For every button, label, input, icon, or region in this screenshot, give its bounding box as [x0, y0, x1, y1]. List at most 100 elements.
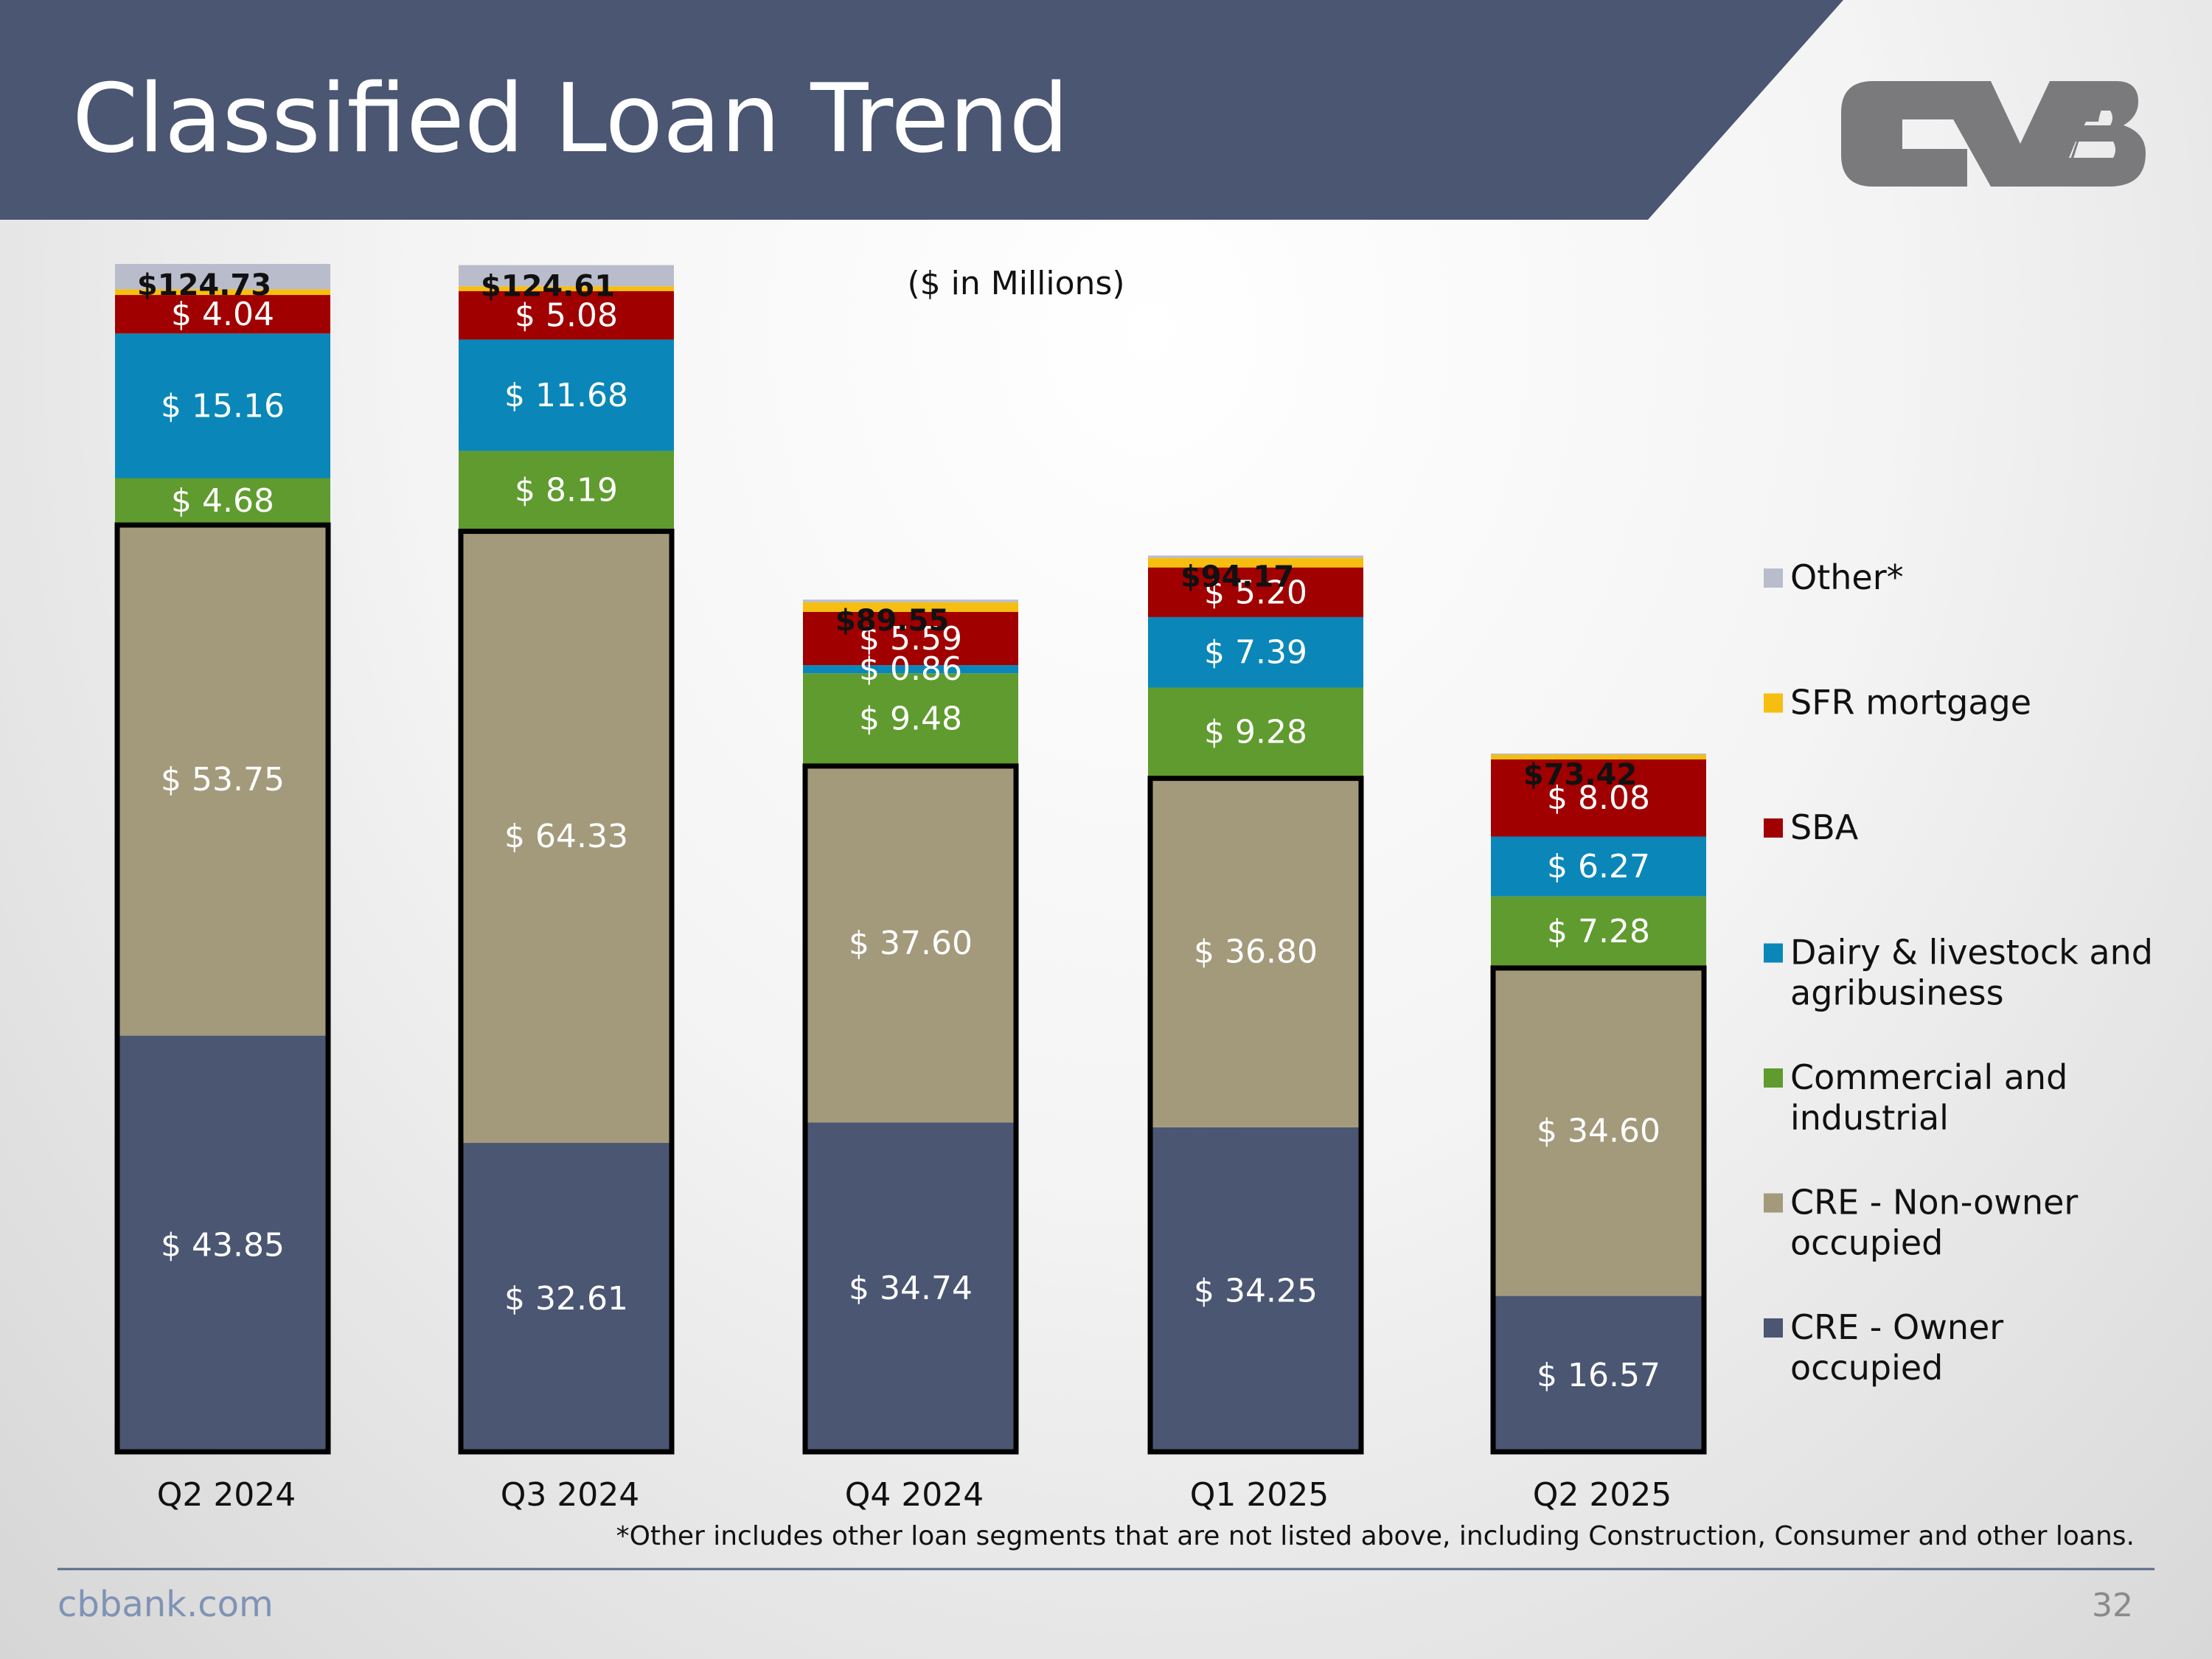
bar-dairy-livestock-and-agribusiness-q1-2025 — [1148, 616, 1363, 688]
label-commercial-and-industrial-q1-2025: $ 9.28 — [1204, 714, 1307, 751]
legend-label-cre-non-owner-occupied: CRE - Non-owner — [1790, 1183, 2078, 1222]
cre-outline-q2-2025 — [1490, 965, 1707, 1455]
label-cre-owner-occupied-q2-2025: $ 16.57 — [1537, 1357, 1660, 1394]
legend-swatch-other — [1764, 568, 1783, 588]
bar-cre-owner-occupied-q2-2025 — [1491, 1295, 1706, 1454]
label-sba-q1-2025: $ 5.20 — [1204, 574, 1307, 611]
slide-title: Classified Loan Trend — [72, 64, 1069, 174]
legend-label-dairy-livestock-and-agribusiness: Dairy & livestock and — [1790, 933, 2153, 973]
bar-cre-non-owner-occupied-q1-2025 — [1148, 776, 1363, 1127]
bar-dairy-livestock-and-agribusiness-q2-2025 — [1491, 836, 1706, 897]
bar-commercial-and-industrial-q4-2024 — [803, 673, 1018, 764]
label-dairy-livestock-and-agribusiness-q2-2024: $ 15.16 — [161, 387, 285, 425]
cre-outline-q3-2024 — [458, 529, 675, 1455]
label-cre-non-owner-occupied-q4-2024: $ 37.60 — [849, 925, 973, 962]
cre-outline-group — [114, 522, 1707, 1455]
label-cre-non-owner-occupied-q3-2024: $ 64.33 — [504, 818, 628, 855]
bar-sfr-mortgage-q2-2025 — [1491, 754, 1706, 759]
tick-q1-2025: Q1 2025 — [1190, 1476, 1329, 1514]
bar-other-q2-2024 — [115, 263, 330, 290]
legend-label-sba: SBA — [1790, 807, 1859, 847]
segment-label-group: $ 43.85 $ 53.75 $ 4.68 $ 15.16 $ 4.04 $ 32.61… — [161, 296, 1660, 1394]
bar-other-q1-2025 — [1148, 555, 1363, 558]
bar-cre-non-owner-occupied-q3-2024 — [459, 529, 674, 1144]
tick-q2-2025: Q2 2025 — [1533, 1476, 1672, 1514]
bar-dairy-livestock-and-agribusiness-q3-2024 — [459, 339, 674, 451]
logo-b-real — [2044, 81, 2146, 187]
bar-sfr-mortgage-q1-2025 — [1148, 557, 1363, 568]
label-cre-non-owner-occupied-q2-2024: $ 53.75 — [161, 761, 285, 799]
legend-label-cre-non-owner-occupied-line2: occupied — [1790, 1223, 1943, 1263]
legend: Other* SFR mortgage SBA Dairy & livestock a… — [1764, 557, 2153, 1388]
bar-sba-q1-2025 — [1148, 567, 1363, 617]
cre-outline-q1-2025 — [1147, 776, 1364, 1455]
label-commercial-and-industrial-q3-2024: $ 8.19 — [515, 472, 618, 509]
legend-label-cre-owner-occupied: CRE - Owner — [1790, 1307, 2003, 1347]
label-dairy-livestock-and-agribusiness-q1-2025: $ 7.39 — [1204, 634, 1307, 672]
cre-outline-q4-2024 — [802, 763, 1019, 1455]
bar-sfr-mortgage-q3-2024 — [459, 286, 674, 291]
legend-swatch-commercial-and-industrial — [1764, 1068, 1783, 1088]
total-q2-2024: $124.73 — [137, 268, 271, 302]
footnote: *Other includes other loan segments that… — [616, 1521, 2135, 1551]
website-link[interactable]: cbbank.com — [58, 1584, 274, 1625]
header-band — [0, 0, 1843, 220]
bar-sba-q4-2024 — [803, 611, 1018, 666]
label-cre-owner-occupied-q4-2024: $ 34.74 — [849, 1270, 973, 1307]
bar-sfr-mortgage-q2-2024 — [115, 289, 330, 296]
legend-label-commercial-and-industrial-line2: industrial — [1790, 1098, 1949, 1138]
bar-dairy-livestock-and-agribusiness-q2-2024 — [115, 333, 330, 479]
label-sba-q2-2025: $ 8.08 — [1547, 779, 1650, 817]
bar-sba-q2-2024 — [115, 295, 330, 334]
legend-label-cre-owner-occupied-line2: occupied — [1790, 1348, 1943, 1388]
bar-sba-q2-2025 — [1491, 759, 1706, 837]
stacked-bar-chart — [115, 263, 1706, 1454]
logo-c-shape — [1841, 81, 1967, 187]
bar-commercial-and-industrial-q3-2024 — [459, 451, 674, 529]
total-label-group: $124.73 $124.61 $89.55 $94.17 $73.42 — [137, 268, 1637, 792]
tick-q4-2024: Q4 2024 — [845, 1476, 984, 1514]
label-commercial-and-industrial-q2-2025: $ 7.28 — [1547, 913, 1650, 950]
bar-cre-owner-occupied-q4-2024 — [803, 1122, 1018, 1454]
total-q4-2024: $89.55 — [835, 604, 949, 638]
bar-commercial-and-industrial-q1-2025 — [1148, 687, 1363, 776]
tick-q2-2024: Q2 2024 — [157, 1476, 296, 1514]
bar-cre-owner-occupied-q3-2024 — [459, 1143, 674, 1454]
bar-cre-owner-occupied-q1-2025 — [1148, 1127, 1363, 1454]
category-axis: Q2 2024 Q3 2024 Q4 2024 Q1 2025 Q2 2025 — [157, 1476, 1672, 1514]
label-cre-owner-occupied-q3-2024: $ 32.61 — [504, 1280, 628, 1318]
label-cre-owner-occupied-q2-2024: $ 43.85 — [161, 1226, 285, 1264]
legend-swatch-cre-non-owner-occupied — [1764, 1193, 1783, 1213]
units-note: ($ in Millions) — [907, 265, 1124, 302]
label-cre-owner-occupied-q1-2025: $ 34.25 — [1194, 1272, 1318, 1310]
page-number: 32 — [2092, 1587, 2133, 1624]
bar-commercial-and-industrial-q2-2025 — [1491, 896, 1706, 966]
legend-label-other: Other* — [1790, 557, 1904, 597]
bar-dairy-livestock-and-agribusiness-q4-2024 — [803, 665, 1018, 674]
tick-q3-2024: Q3 2024 — [501, 1476, 640, 1514]
total-q2-2025: $73.42 — [1523, 758, 1637, 792]
label-dairy-livestock-and-agribusiness-q4-2024: $ 0.86 — [859, 650, 962, 688]
label-cre-non-owner-occupied-q1-2025: $ 36.80 — [1194, 933, 1318, 971]
bar-cre-non-owner-occupied-q2-2025 — [1491, 965, 1706, 1296]
bar-cre-non-owner-occupied-q4-2024 — [803, 763, 1018, 1123]
label-cre-non-owner-occupied-q2-2025: $ 34.60 — [1537, 1113, 1660, 1150]
legend-label-sfr-mortgage: SFR mortgage — [1790, 683, 2031, 723]
legend-label-commercial-and-industrial: Commercial and — [1790, 1057, 2067, 1097]
bar-other-q3-2024 — [459, 265, 674, 287]
label-sba-q4-2024: $ 5.59 — [859, 620, 962, 658]
label-sba-q3-2024: $ 5.08 — [515, 297, 618, 335]
label-commercial-and-industrial-q2-2024: $ 4.68 — [171, 482, 274, 520]
bar-other-q2-2025 — [1491, 753, 1706, 755]
cvb-logo — [1841, 81, 2146, 187]
label-commercial-and-industrial-q4-2024: $ 9.48 — [859, 700, 962, 738]
bar-cre-non-owner-occupied-q2-2024 — [115, 523, 330, 1036]
bar-sfr-mortgage-q4-2024 — [803, 602, 1018, 612]
legend-swatch-sfr-mortgage — [1764, 693, 1783, 713]
legend-label-dairy-livestock-and-agribusiness-line2: agribusiness — [1790, 973, 2004, 1013]
legend-swatch-dairy-livestock-and-agribusiness — [1764, 943, 1783, 963]
bar-sba-q3-2024 — [459, 291, 674, 340]
label-sba-q2-2024: $ 4.04 — [171, 296, 274, 333]
cre-outline-q2-2024 — [114, 522, 331, 1455]
